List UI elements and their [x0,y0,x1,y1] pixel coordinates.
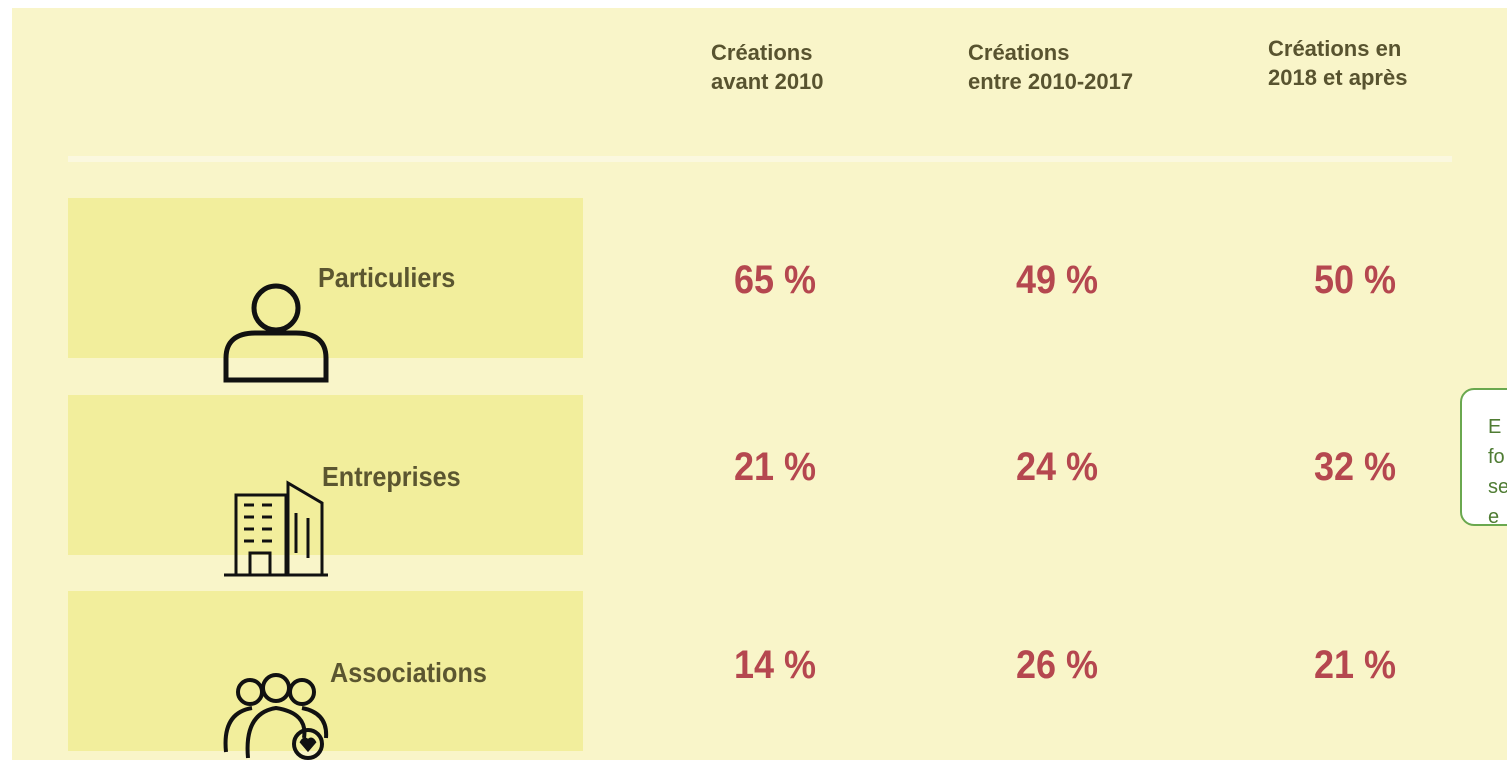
row-box [68,395,583,555]
column-header: Créations avant 2010 [711,40,824,94]
header-rule [68,156,1452,162]
percentage: 65 % [733,258,817,302]
callout-text: e [1488,506,1500,528]
percentage: 32 % [1313,445,1397,489]
row-label: Entreprises [322,461,461,492]
callout-box [1460,388,1507,526]
percentage: 14 % [733,643,817,687]
column-header: Créations en 2018 et après [1268,36,1408,90]
building-icon [224,480,328,577]
percentage: 24 % [1015,445,1099,489]
column-header: Créations entre 2010-2017 [968,40,1134,94]
icons [223,283,329,760]
panel: Créations avant 2010 Créations entre 2010… [12,8,1507,760]
row-label: Particuliers [318,262,456,293]
callout-text: se [1488,476,1507,498]
percentage: 49 % [1015,258,1099,302]
percentage: 21 % [1313,643,1397,687]
group-icon [223,673,329,760]
percentage: 50 % [1313,258,1397,302]
person-icon [223,283,329,383]
percentage: 21 % [733,445,817,489]
callout-text: E [1488,416,1502,438]
callout-text: fo [1488,446,1505,468]
percentage: 26 % [1015,643,1099,687]
row-label: Associations [330,657,487,688]
row-box [68,198,583,358]
